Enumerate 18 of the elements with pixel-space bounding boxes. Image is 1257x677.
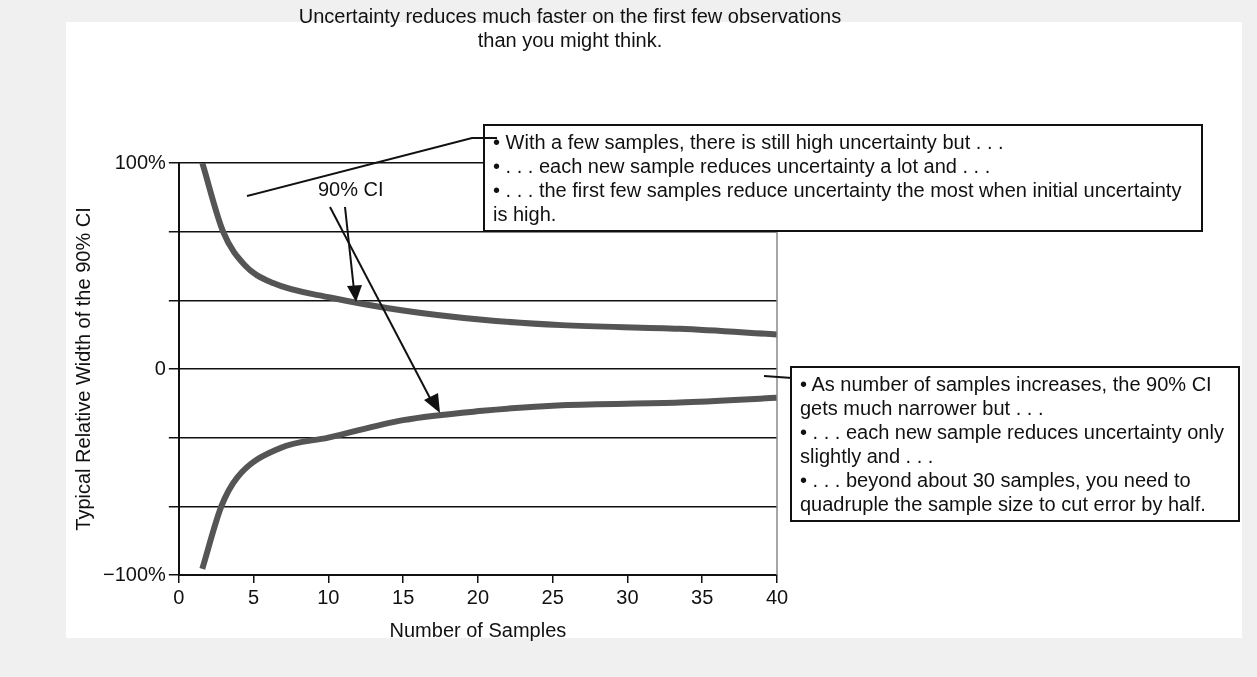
x-tick-label: 40 bbox=[765, 585, 789, 608]
y-tick-label: 100% bbox=[114, 150, 167, 173]
x-tick-label: 5 bbox=[248, 585, 260, 608]
annotation: • With a few samples, there is still high uncertainty but . . . • . . . each new sample reduces uncertainty a lot and . . . • . . . the first few samples reduce uncertainty the most when initial uncertainty is high. bbox=[483, 124, 1203, 232]
y-tick-label: −100% bbox=[102, 562, 167, 585]
x-axis-title: Number of Samples bbox=[389, 618, 567, 641]
chart-title: Uncertainty reduces much faster on the first few observations than you might think. bbox=[297, 4, 843, 52]
x-tick-label: 20 bbox=[466, 585, 490, 608]
x-tick-label: 30 bbox=[616, 585, 639, 608]
x-tick-label: 10 bbox=[317, 585, 340, 608]
text: • As number of samples increases, the 90% CI gets much narrower but . . . • . . . each new sample reduces uncertainty only slightly and . . . • . . . beyond about 30 samples, you need to quadruple the sample size to cut error by half. bbox=[790, 366, 1240, 522]
annotation: 90% CI bbox=[318, 177, 384, 201]
y-axis-title: Typical Relative Width of the 90% CI bbox=[71, 207, 94, 531]
x-tick-label: 15 bbox=[392, 585, 415, 608]
x-tick-label: 35 bbox=[691, 585, 714, 608]
x-tick-label: 25 bbox=[541, 585, 564, 608]
x-tick-label: 0 bbox=[173, 585, 185, 608]
y-tick-label: 0 bbox=[154, 356, 166, 379]
